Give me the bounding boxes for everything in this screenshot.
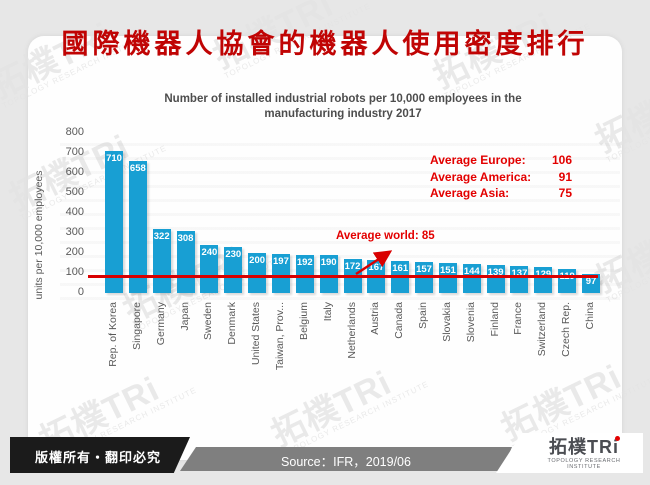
average-world-line <box>88 275 598 278</box>
bar-value-label: 192 <box>296 256 313 268</box>
x-tick-label: Germany <box>154 302 167 346</box>
average-asia-value: 75 <box>558 186 572 200</box>
average-asia-label: Average Asia: <box>430 186 510 200</box>
average-row-america: Average America: 91 <box>430 169 572 186</box>
x-tick-label: China <box>584 302 596 330</box>
bar-value-label: 230 <box>225 249 242 260</box>
chart-title-line2: manufacturing industry 2017 <box>264 108 422 120</box>
y-tick: 200 <box>65 246 84 258</box>
x-tick-label: France <box>512 302 525 335</box>
x-tick-label: Japan <box>178 302 191 331</box>
x-tick-label: Rep. of Korea <box>107 302 119 367</box>
bar: 200 <box>248 253 267 293</box>
y-tick: 500 <box>65 186 84 198</box>
bar: 658 <box>128 161 147 293</box>
annotation-arrow-icon <box>355 250 393 276</box>
x-tick-label: Italy <box>321 302 334 322</box>
x-tick-label: United States <box>250 302 263 366</box>
bar: 322 <box>152 228 171 293</box>
x-tick-label: Switzerland <box>536 302 549 357</box>
bar: 308 <box>176 231 195 293</box>
average-row-asia: Average Asia: 75 <box>430 185 572 202</box>
x-tick-label: Czech Rep. <box>560 302 573 357</box>
x-tick-label: Canada <box>393 302 406 339</box>
chart-title: Number of installed industrial robots pe… <box>93 92 593 122</box>
bar-value-label: 190 <box>320 257 337 268</box>
x-tick-label: Singapore <box>130 302 143 350</box>
x-tick-label: Sweden <box>202 302 215 340</box>
bar: 139 <box>486 265 505 293</box>
x-tick-label: Belgium <box>297 302 310 340</box>
bar-value-label: 97 <box>585 275 597 287</box>
y-tick: 100 <box>65 266 84 278</box>
x-tick-label: Taiwan, Prov... <box>273 302 286 371</box>
average-america-label: Average America: <box>430 169 532 184</box>
bar: 144 <box>462 264 481 293</box>
y-axis-label: units per 10,000 employees <box>33 170 45 300</box>
x-tick-label: Denmark <box>226 302 239 345</box>
bar-value-label: 151 <box>439 264 456 276</box>
bar: 190 <box>319 255 338 293</box>
x-tick-label: Slovakia <box>440 302 453 342</box>
x-tick-label: Slovenia <box>464 302 477 343</box>
bar-value-label: 157 <box>416 263 432 275</box>
bar-value-label: 240 <box>201 247 218 258</box>
y-tick: 0 <box>77 286 84 298</box>
y-tick: 600 <box>65 166 84 178</box>
chart-title-line1: Number of installed industrial robots pe… <box>164 93 522 105</box>
bar: 137 <box>510 265 529 293</box>
bar-value-label: 137 <box>511 267 528 279</box>
bar-value-label: 308 <box>177 233 194 245</box>
y-tick: 800 <box>65 126 84 138</box>
bar: 710 <box>105 151 123 293</box>
bar-value-label: 200 <box>249 255 266 266</box>
page-title: 國際機器人協會的機器人使用密度排行 <box>61 29 589 60</box>
bar: 230 <box>224 247 243 293</box>
average-world-label: Average world: 85 <box>336 230 435 242</box>
bar-value-label: 658 <box>129 163 146 175</box>
regional-averages-panel: Average Europe: 106 Average America: 91 … <box>430 152 572 202</box>
average-row-europe: Average Europe: 106 <box>430 152 572 169</box>
x-tick-label: Spain <box>417 302 430 329</box>
bar: 240 <box>200 245 219 293</box>
bar: 97 <box>582 273 600 293</box>
bar: 192 <box>295 254 314 293</box>
bar-value-label: 172 <box>344 260 361 272</box>
x-tick-label: Austria <box>369 302 382 335</box>
x-tick-label: Netherlands <box>345 302 358 359</box>
bar: 129 <box>534 267 553 293</box>
bar-value-label: 710 <box>106 153 122 164</box>
bar-value-label: 322 <box>153 230 170 242</box>
bar-value-label: 161 <box>392 262 409 274</box>
content-card <box>28 36 622 460</box>
bar-value-label: 129 <box>534 269 552 280</box>
x-tick-label: Finland <box>488 302 501 337</box>
bar-value-label: 197 <box>273 255 289 267</box>
average-europe-label: Average Europe: <box>430 153 526 167</box>
y-tick: 300 <box>65 226 84 238</box>
bar: 119 <box>558 269 577 293</box>
average-europe-value: 106 <box>551 153 572 167</box>
y-tick: 400 <box>65 206 84 218</box>
bar-value-label: 144 <box>463 266 480 278</box>
bar: 197 <box>271 253 290 293</box>
bar-value-label: 139 <box>487 267 504 279</box>
average-america-value: 91 <box>558 169 572 184</box>
y-tick: 700 <box>65 146 84 158</box>
